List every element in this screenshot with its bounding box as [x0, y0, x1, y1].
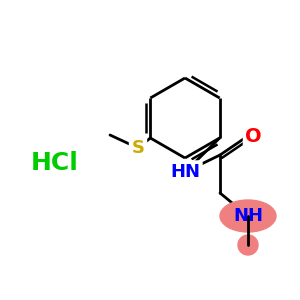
Text: NH: NH — [233, 207, 263, 225]
Ellipse shape — [220, 200, 276, 232]
Text: O: O — [245, 127, 261, 146]
Text: S: S — [131, 139, 145, 157]
Text: HN: HN — [170, 163, 200, 181]
Text: HCl: HCl — [31, 151, 79, 175]
Circle shape — [238, 235, 258, 255]
